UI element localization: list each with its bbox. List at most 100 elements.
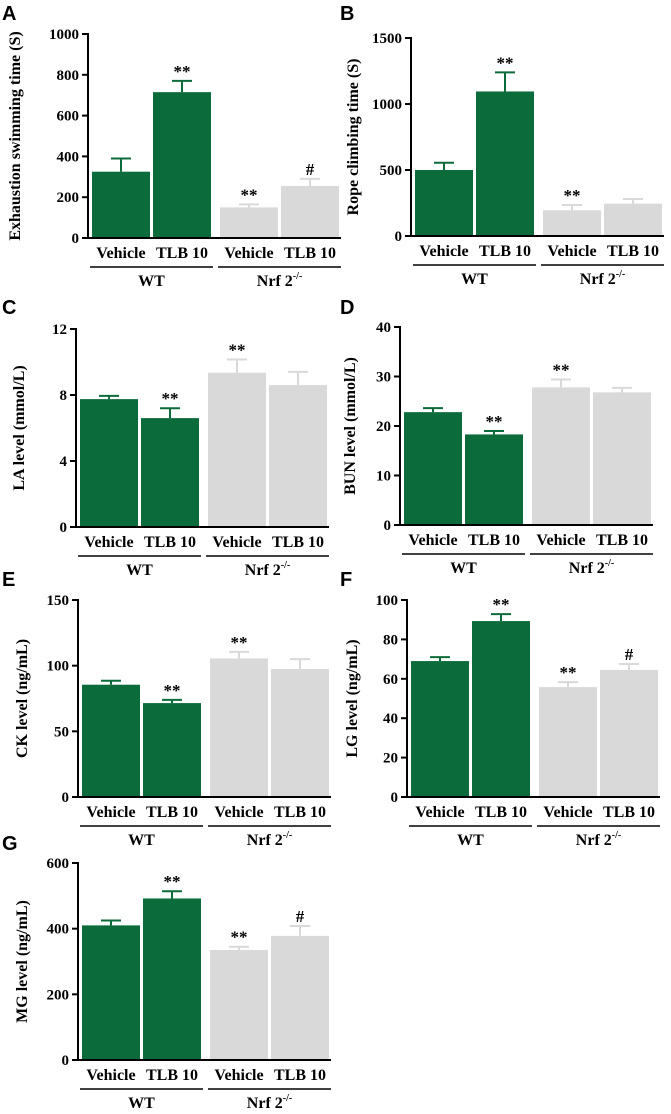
- bar: [220, 207, 278, 238]
- x-tick-label: TLB 10: [468, 532, 520, 549]
- y-tick-label: 400: [57, 149, 80, 165]
- bar: [210, 658, 268, 797]
- y-tick-label: 1000: [372, 97, 402, 113]
- bar: [472, 621, 530, 797]
- bar: [404, 412, 462, 525]
- bar: [271, 668, 329, 797]
- group-label-nrf2: Nrf 2-/-: [257, 271, 302, 290]
- significance-marker: **: [560, 663, 577, 682]
- y-axis-label: CK level (ng/mL): [14, 639, 31, 758]
- x-tick-label: TLB 10: [146, 804, 198, 821]
- y-tick-label: 0: [62, 790, 70, 806]
- significance-marker: #: [296, 907, 305, 926]
- group-label-nrf2-base: Nrf 2: [257, 273, 293, 290]
- y-tick-label: 200: [57, 190, 80, 206]
- group-label-nrf2: Nrf 2-/-: [580, 269, 625, 288]
- bar: [82, 925, 140, 1060]
- group-label-nrf2: Nrf 2-/-: [569, 558, 614, 577]
- y-tick-label: 0: [395, 229, 403, 245]
- panel-label: A: [2, 3, 16, 25]
- y-tick-label: 150: [47, 593, 70, 609]
- significance-marker: **: [497, 53, 514, 72]
- x-tick-label: Vehicle: [224, 245, 273, 262]
- y-tick-label: 12: [52, 322, 67, 338]
- group-label-wt: WT: [128, 832, 155, 849]
- group-label-nrf2-superscript: -/-: [612, 830, 621, 841]
- significance-marker: **: [231, 928, 248, 947]
- panel-f: F LG level (ng/mL) Vehicle ** TLB 10 ** Vehicl…: [340, 569, 660, 849]
- group-label-nrf2-superscript: -/-: [281, 560, 290, 571]
- panel-a: A Exhaustion swimming time (S) Vehicle ** TL…: [2, 3, 341, 290]
- y-tick-label: 30: [376, 370, 391, 386]
- significance-marker: #: [625, 645, 634, 664]
- x-tick-label: Vehicle: [212, 534, 261, 551]
- significance-marker: **: [174, 62, 191, 81]
- significance-marker: **: [564, 186, 581, 205]
- x-tick-label: TLB 10: [284, 245, 336, 262]
- bar: [271, 935, 329, 1060]
- group-label-nrf2-superscript: -/-: [283, 1093, 292, 1104]
- y-axis-label: LG level (ng/mL): [344, 639, 361, 757]
- y-tick-label: 600: [57, 109, 80, 125]
- x-tick-label: Vehicle: [86, 1067, 135, 1084]
- y-tick-label: 600: [47, 856, 70, 872]
- y-tick-label: 40: [376, 320, 391, 336]
- group-label-nrf2: Nrf 2-/-: [245, 560, 290, 579]
- bar: [593, 392, 651, 525]
- x-tick-label: Vehicle: [547, 243, 596, 260]
- bar: [141, 418, 199, 527]
- x-tick-label: TLB 10: [479, 243, 531, 260]
- y-tick-label: 500: [380, 163, 403, 179]
- panel-c: C LA level (mmol/L) Vehicle ** TLB 10 ** Vehic…: [2, 297, 329, 579]
- panel-label: E: [2, 569, 15, 591]
- y-tick-label: 0: [384, 518, 392, 534]
- y-axis-label: BUN level (mmol/L): [342, 357, 359, 495]
- bar: [210, 950, 268, 1060]
- bar: [465, 434, 523, 525]
- y-tick-label: 20: [383, 751, 398, 767]
- x-tick-label: Vehicle: [84, 534, 133, 551]
- bar: [82, 684, 140, 797]
- y-axis-label: MG level (ng/mL): [14, 900, 31, 1023]
- x-tick-label: TLB 10: [596, 532, 648, 549]
- y-tick-label: 0: [62, 1053, 70, 1069]
- bar: [80, 399, 138, 527]
- y-tick-label: 50: [54, 724, 69, 740]
- x-tick-label: TLB 10: [607, 243, 659, 260]
- x-tick-label: TLB 10: [603, 804, 655, 821]
- x-tick-label: Vehicle: [96, 245, 145, 262]
- bar: [532, 387, 590, 525]
- bar: [92, 171, 150, 238]
- y-axis-label: Exhaustion swimming time (S): [7, 31, 24, 240]
- bar: [539, 687, 597, 797]
- y-tick-label: 4: [60, 454, 68, 470]
- significance-marker: #: [306, 160, 315, 179]
- x-tick-label: TLB 10: [274, 1067, 326, 1084]
- y-axis-label: LA level (mmol/L): [11, 365, 28, 490]
- y-tick-label: 80: [383, 632, 398, 648]
- bar: [281, 185, 339, 238]
- group-label-wt: WT: [138, 273, 165, 290]
- x-tick-label: TLB 10: [144, 534, 196, 551]
- bar: [143, 898, 201, 1060]
- x-tick-label: Vehicle: [536, 532, 585, 549]
- significance-marker: **: [486, 412, 503, 431]
- group-label-nrf2-base: Nrf 2: [247, 832, 283, 849]
- bar: [269, 385, 327, 527]
- group-label-nrf2-base: Nrf 2: [247, 1095, 283, 1112]
- y-tick-label: 8: [60, 388, 68, 404]
- y-tick-label: 0: [72, 231, 80, 247]
- group-label-nrf2: Nrf 2-/-: [576, 830, 621, 849]
- group-label-wt: WT: [457, 832, 484, 849]
- x-tick-label: Vehicle: [86, 804, 135, 821]
- group-label-nrf2-superscript: -/-: [616, 269, 625, 280]
- panel-g: G MG level (ng/mL) Vehicle ** TLB 10 ** Vehicl…: [2, 833, 331, 1112]
- y-tick-label: 100: [376, 593, 399, 609]
- bar: [208, 372, 266, 527]
- x-tick-label: Vehicle: [214, 804, 263, 821]
- panel-b: B Rope climbing time (S) Vehicle ** TLB 10 **…: [340, 3, 664, 288]
- significance-marker: **: [229, 341, 246, 360]
- panel-e: E CK level (ng/mL) Vehicle ** TLB 10 ** Vehicl…: [2, 569, 331, 849]
- panel-label: G: [2, 833, 18, 855]
